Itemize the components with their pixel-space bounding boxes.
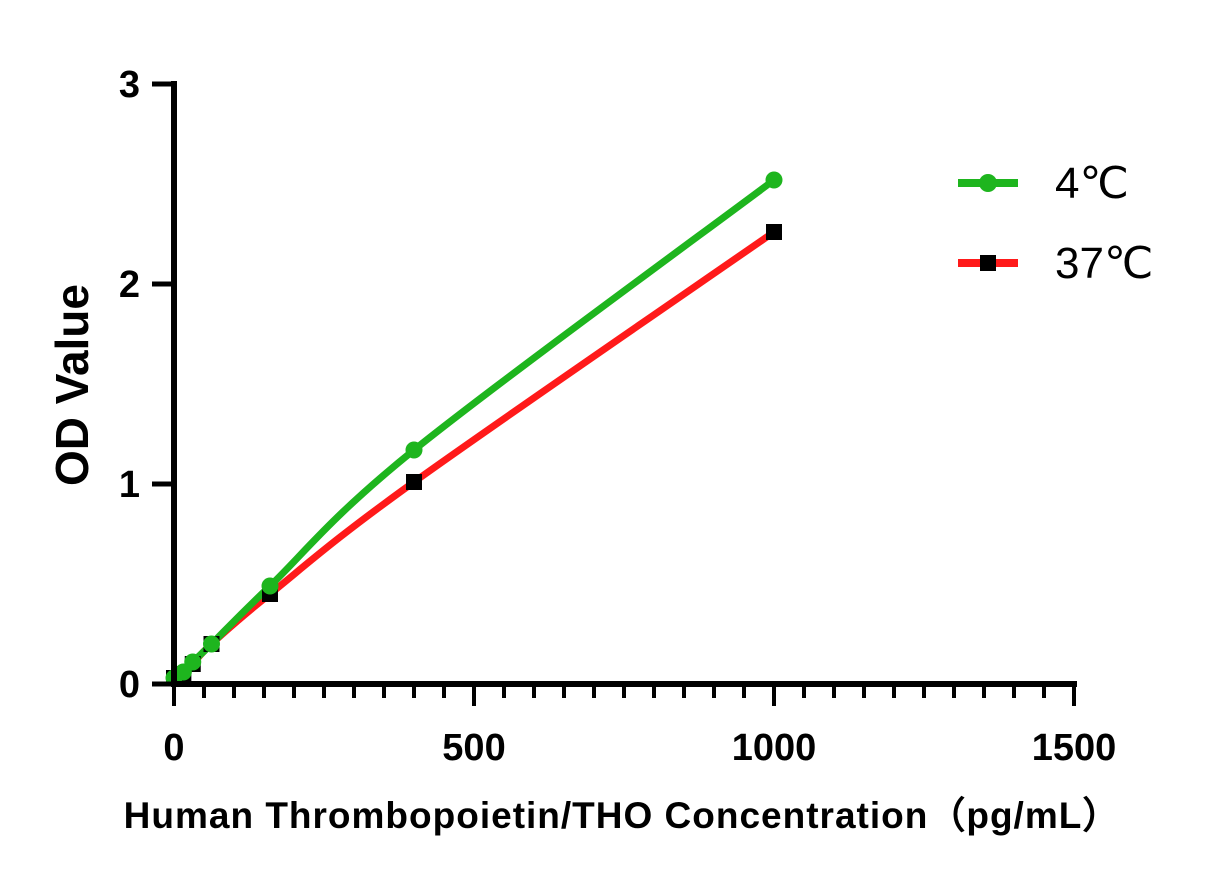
x-axis-ticks: 0 500 1000 1500 bbox=[163, 684, 1116, 769]
series-layer bbox=[165, 171, 783, 687]
y-axis-ticks: 0 1 2 3 bbox=[119, 64, 174, 706]
x-tick-label: 1500 bbox=[1032, 727, 1117, 769]
data-point-37c bbox=[406, 474, 422, 490]
x-axis-title: Human Thrombopoietin/THO Concentration（p… bbox=[124, 795, 1121, 836]
data-point-4c bbox=[203, 635, 220, 653]
data-point-4c bbox=[184, 653, 202, 671]
legend-marker-circle bbox=[979, 174, 997, 192]
data-point-4c bbox=[765, 171, 783, 189]
data-point-4c bbox=[261, 577, 279, 595]
legend-label: 4℃ bbox=[1055, 159, 1129, 208]
x-tick-label: 0 bbox=[163, 727, 184, 769]
y-tick-label: 3 bbox=[119, 64, 140, 106]
y-tick-label: 0 bbox=[119, 664, 140, 706]
data-point-4c bbox=[405, 441, 423, 459]
x-tick-label: 1000 bbox=[732, 727, 817, 769]
data-point-37c bbox=[766, 224, 782, 240]
x-tick-label: 500 bbox=[442, 727, 505, 769]
axes bbox=[171, 81, 1077, 687]
legend-marker-square bbox=[980, 255, 996, 271]
series-line-37c bbox=[170, 228, 778, 682]
y-axis-title: OD Value bbox=[46, 284, 98, 486]
y-tick-label: 2 bbox=[119, 264, 140, 306]
y-tick-label: 1 bbox=[119, 464, 140, 506]
legend-label: 37℃ bbox=[1055, 239, 1153, 288]
legend: 4℃ 37℃ bbox=[958, 159, 1153, 288]
